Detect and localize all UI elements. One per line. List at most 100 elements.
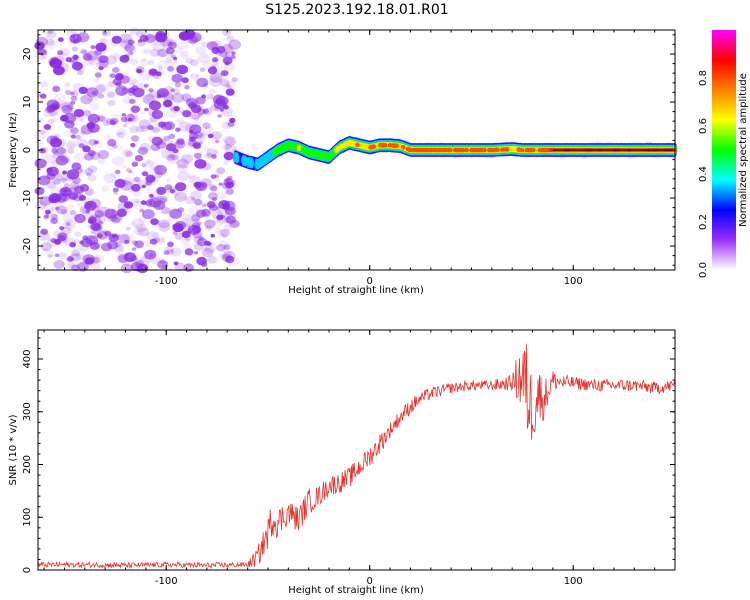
noise-blob (146, 160, 155, 167)
noise-blob (83, 49, 89, 53)
noise-blob (87, 165, 98, 173)
noise-blob (129, 27, 140, 36)
noise-blob (201, 162, 212, 171)
noise-blob (86, 122, 96, 129)
noise-blob (109, 73, 116, 79)
noise-blob (173, 56, 178, 61)
noise-blob (225, 215, 236, 224)
x-tick-label: -100 (155, 276, 178, 287)
noise-blob (96, 233, 103, 239)
noise-blob (80, 94, 93, 105)
noise-blob (111, 155, 125, 166)
noise-blob (224, 136, 237, 147)
noise-blob (164, 121, 175, 130)
noise-blob (184, 138, 198, 149)
noise-blob (62, 170, 68, 175)
noise-blob (48, 193, 62, 203)
noise-blob (191, 197, 196, 201)
noise-blob (180, 238, 190, 246)
track-segment (234, 152, 240, 164)
noise-blob (222, 56, 233, 65)
noise-blobs (34, 27, 242, 274)
noise-blob (224, 61, 230, 66)
noise-blob (142, 49, 148, 54)
noise-blob (219, 78, 230, 87)
noise-blob (42, 108, 55, 118)
noise-blob (94, 72, 102, 78)
noise-blob (91, 262, 101, 270)
noise-blob (144, 33, 156, 43)
noise-blob (204, 219, 216, 229)
noise-blob (53, 117, 58, 122)
noise-blob (151, 232, 159, 239)
noise-blob (55, 172, 66, 182)
noise-blob (114, 241, 122, 248)
noise-blob (149, 194, 154, 198)
noise-blob (210, 174, 217, 180)
noise-blob (60, 48, 70, 56)
noise-blob (122, 148, 133, 157)
noise-blob (70, 127, 79, 134)
noise-blob (51, 159, 61, 167)
noise-blob (207, 133, 214, 139)
noise-blob (231, 77, 238, 83)
noise-blob (154, 135, 161, 141)
noise-blob (96, 61, 107, 70)
noise-blob (223, 151, 234, 161)
noise-blob (223, 244, 231, 251)
noise-blob (144, 107, 149, 112)
noise-blob (223, 250, 236, 261)
noise-blob (220, 215, 226, 219)
noise-blob (72, 82, 84, 92)
noise-blob (183, 263, 194, 273)
noise-blob (67, 148, 75, 154)
noise-blob (94, 210, 105, 218)
noise-blob (142, 94, 156, 105)
noise-blob (215, 49, 223, 56)
noise-blob (153, 200, 166, 210)
noise-blob (85, 50, 99, 61)
noise-blob (211, 131, 222, 140)
noise-blob (218, 191, 228, 199)
noise-blob (175, 127, 181, 132)
noise-blob (65, 222, 71, 227)
noise-blob (71, 162, 82, 171)
noise-blob (40, 56, 46, 61)
noise-blob (110, 213, 123, 223)
noise-blob (117, 131, 122, 135)
noise-blob (131, 161, 139, 167)
noise-blob (196, 133, 205, 141)
noise-blob (193, 152, 202, 159)
noise-blob (170, 247, 182, 257)
noise-blob (202, 126, 215, 136)
noise-blob (54, 253, 60, 258)
noise-blob (111, 216, 121, 224)
noise-blob (42, 231, 47, 236)
noise-blob (186, 213, 200, 225)
noise-blob (190, 73, 200, 81)
noise-blob (156, 186, 167, 195)
noise-blob (134, 154, 144, 162)
noise-blob (141, 32, 146, 37)
noise-blob (220, 229, 231, 237)
noise-blob (184, 85, 190, 90)
noise-blob (166, 53, 174, 59)
noise-blob (115, 128, 128, 138)
noise-blob (165, 47, 175, 55)
noise-blob (179, 212, 191, 222)
noise-blob (59, 226, 65, 231)
snr-panel: -100 0 100 0 100 200 300 400 Height of straigh… (8, 329, 676, 596)
noise-blob (70, 100, 76, 105)
noise-blob (97, 149, 110, 160)
noise-blob (169, 106, 175, 111)
noise-blob (72, 61, 83, 71)
noise-blob (40, 242, 53, 252)
noise-blob (154, 164, 167, 176)
track-segment (519, 147, 525, 153)
noise-blob (82, 53, 93, 61)
noise-blob (138, 70, 151, 81)
track-segment (443, 147, 448, 153)
noise-blob (171, 154, 179, 161)
noise-blob (186, 82, 192, 87)
noise-blob (134, 240, 144, 249)
